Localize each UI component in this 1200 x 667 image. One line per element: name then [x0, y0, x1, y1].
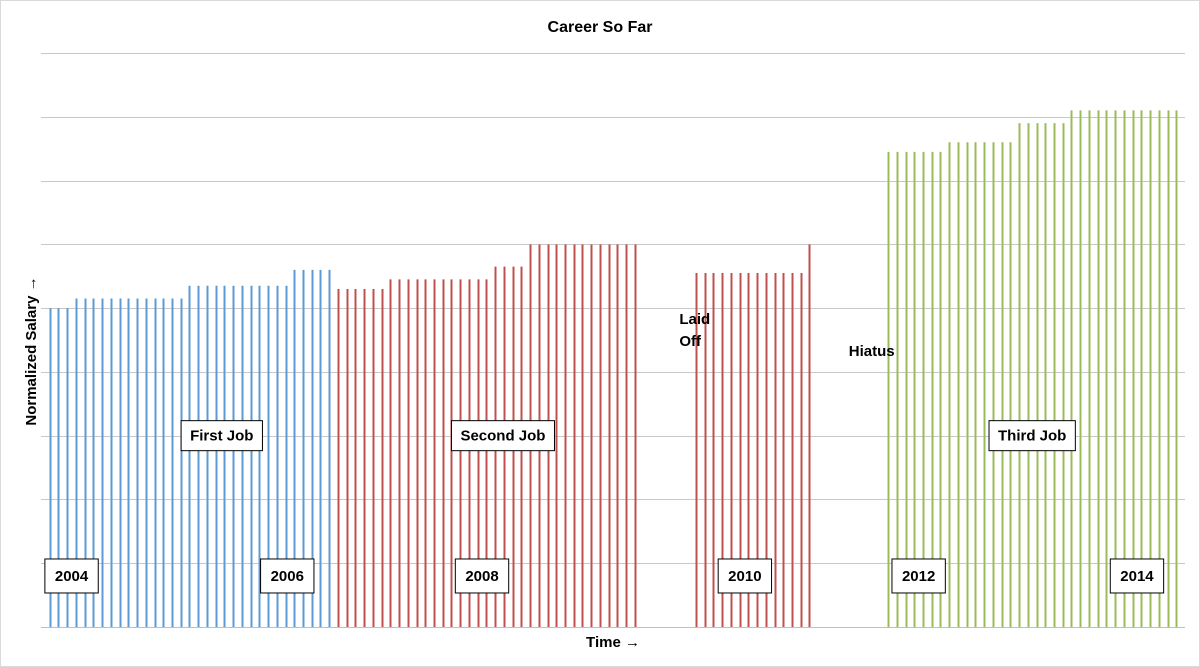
year-label-box — [44, 558, 99, 594]
year-label-text: 2014 — [1120, 568, 1154, 585]
year-label: 2012 — [891, 558, 946, 594]
annotation: Hiatus — [849, 343, 895, 360]
phase-label-text: First Job — [190, 428, 253, 445]
annotation-line: Hiatus — [849, 343, 895, 360]
y-axis-label: Normalized Salary → — [23, 276, 40, 425]
gridlines — [41, 53, 1185, 628]
phase-label-text: Third Job — [998, 428, 1066, 445]
year-label-box — [454, 558, 510, 594]
year-label: 2010 — [717, 558, 773, 594]
year-label-box — [1109, 558, 1165, 594]
year-label-box — [717, 558, 773, 594]
annotation-line: Laid — [679, 311, 710, 328]
chart-title: Career So Far — [548, 19, 653, 36]
year-label: 2014 — [1109, 558, 1165, 594]
phase-label: Third Job — [988, 420, 1076, 452]
year-label: 2006 — [260, 558, 315, 594]
x-axis-label: Time → — [586, 634, 640, 651]
year-label-box — [891, 558, 946, 594]
phase-label-box — [988, 420, 1076, 452]
phase-label: First Job — [180, 420, 263, 452]
phase-label-box — [180, 420, 263, 452]
annotation-line: Off — [679, 333, 702, 350]
phase-label-box — [450, 420, 555, 452]
year-label: 2004 — [44, 558, 99, 594]
phase-label-text: Second Job — [460, 428, 545, 445]
year-label-box — [260, 558, 315, 594]
year-label-text: 2008 — [465, 568, 498, 585]
phase-label: Second Job — [450, 420, 555, 452]
year-label-text: 2012 — [902, 568, 935, 585]
year-label: 2008 — [454, 558, 510, 594]
year-label-text: 2004 — [55, 568, 89, 585]
labels-layer: 2004 2006 2008 2010 2012 2014 First Job Second … — [44, 311, 1165, 594]
year-label-text: 2006 — [271, 568, 304, 585]
annotation: Laid Off — [679, 311, 710, 350]
year-label-text: 2010 — [728, 568, 761, 585]
bars — [49, 110, 1178, 627]
